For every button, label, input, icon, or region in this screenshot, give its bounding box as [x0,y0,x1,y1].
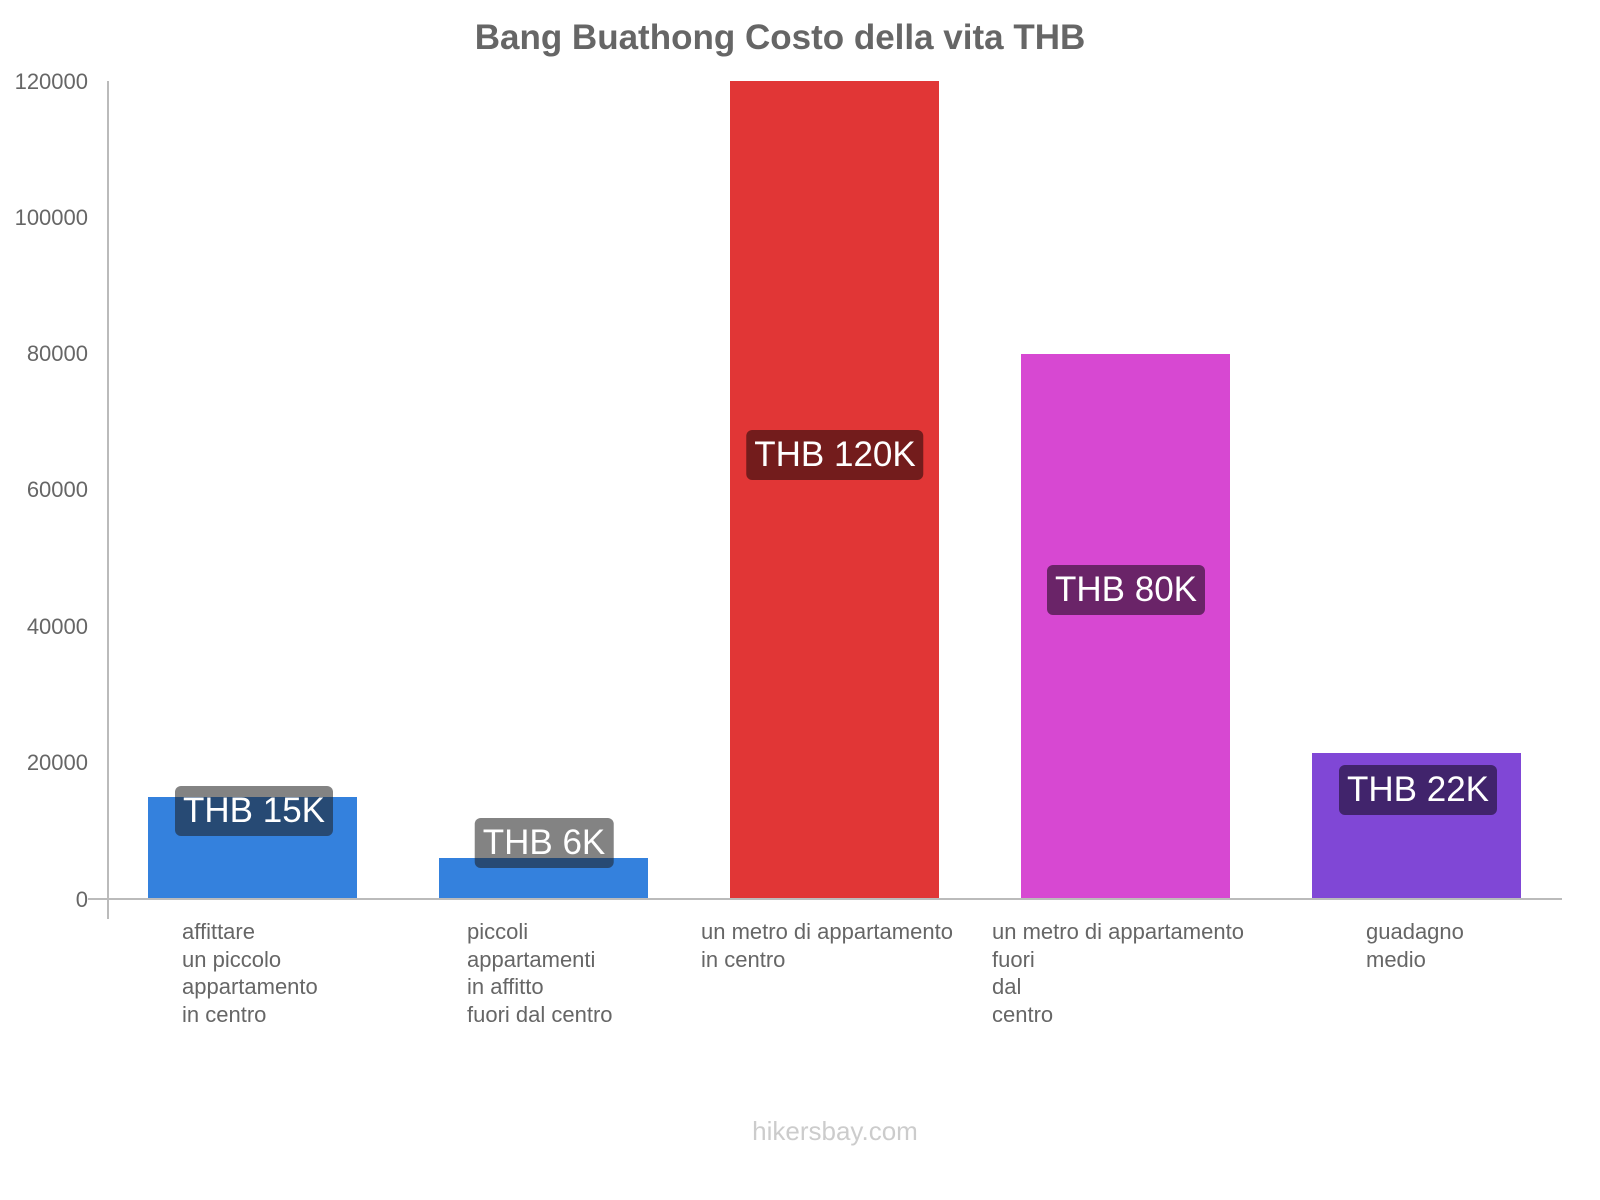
y-tick-label: 0 [75,887,88,912]
x-tick-label: piccoli appartamenti in affitto fuori da… [467,919,613,1028]
x-tick-label: guadagno medio [1366,919,1464,972]
y-tick-label: 60000 [26,477,88,502]
y-axis-line [107,81,109,919]
y-tick-label: 100000 [14,205,88,230]
bar-value-label: THB 15K [175,786,333,836]
x-tick-label: un metro di appartamento fuori dal centr… [992,919,1244,1028]
bar-value-label: THB 22K [1339,765,1497,815]
y-tick-label: 20000 [26,750,88,775]
bar-value-label: THB 6K [474,818,614,868]
chart-title: Bang Buathong Costo della vita THB [474,18,1086,57]
bar-value-label: THB 80K [1047,565,1205,615]
x-axis-line [88,898,1562,900]
y-tick-label: 80000 [26,341,88,366]
y-tick-label: 120000 [14,69,88,94]
bar-sqm-apartment-outside-center [1021,354,1230,899]
footer-watermark: hikersbay.com [752,1116,918,1146]
bar-value-label: THB 120K [746,430,924,480]
y-tick-label: 40000 [26,614,88,639]
bar-sqm-apartment-center [730,81,939,899]
x-tick-label: affittare un piccolo appartamento in cen… [182,919,318,1028]
x-tick-label: un metro di appartamento in centro [701,919,953,972]
